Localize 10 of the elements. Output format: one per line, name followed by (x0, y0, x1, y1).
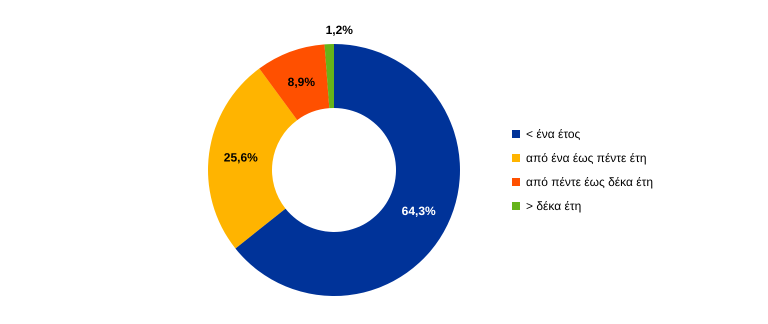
donut-slice (259, 44, 330, 120)
data-label: 8,9% (288, 74, 316, 89)
donut-slice (324, 44, 334, 108)
legend-label: από ένα έως πέντε έτη (526, 151, 646, 165)
data-label: 64,3% (402, 204, 436, 218)
legend-label: < ένα έτος (526, 127, 581, 141)
data-label: 1,2% (326, 23, 354, 38)
data-label: 25,6% (224, 150, 258, 165)
legend-label: > δέκα έτη (526, 199, 582, 213)
legend-label: από πέντε έως δέκα έτη (526, 175, 654, 189)
